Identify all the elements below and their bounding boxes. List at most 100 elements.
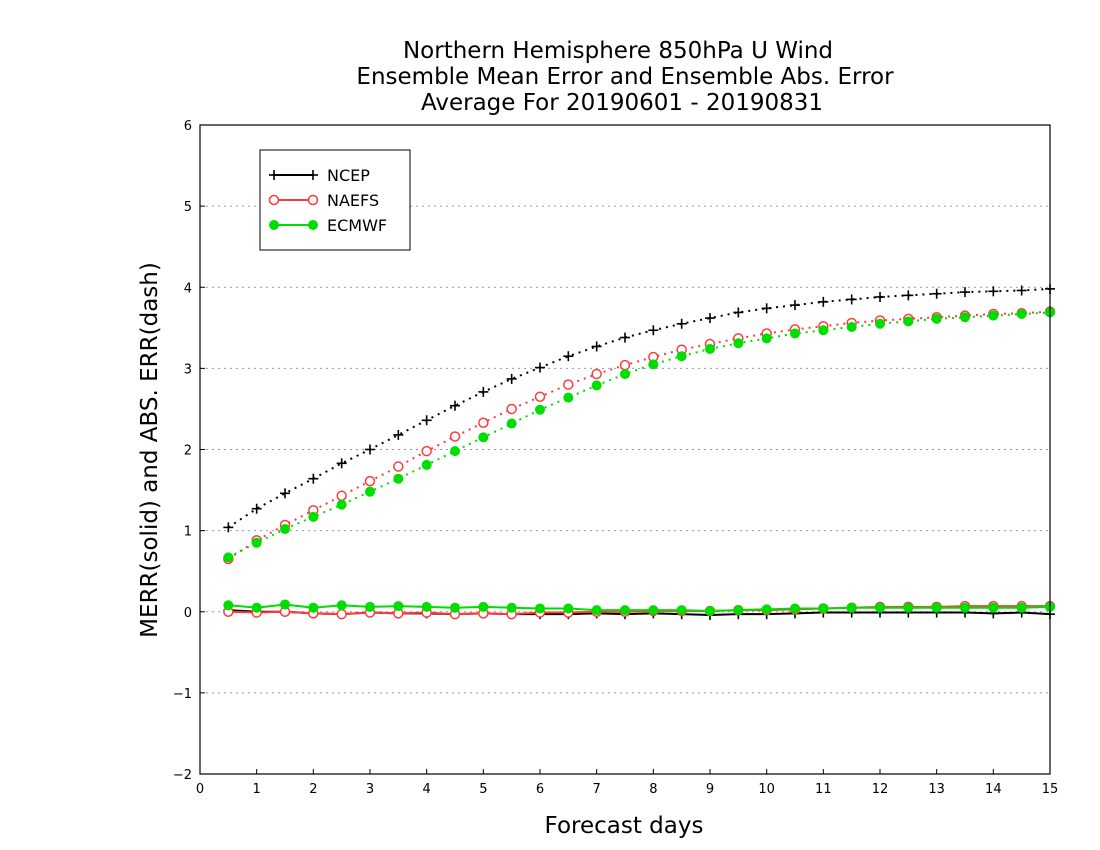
point-abs-err-ecmwf bbox=[393, 473, 404, 484]
point-abs-err-ncep bbox=[223, 522, 234, 533]
point-abs-err-ecmwf bbox=[620, 369, 630, 380]
legend-marker-end-ecmwf bbox=[308, 220, 318, 230]
point-abs-err-ecmwf bbox=[421, 459, 432, 470]
point-merr-ecmwf bbox=[535, 603, 545, 614]
legend-marker-end-ncep bbox=[308, 170, 318, 180]
x-tick-label: 9 bbox=[706, 782, 714, 797]
point-merr-ecmwf bbox=[790, 603, 800, 614]
y-axis-title: MERR(solid) and ABS. ERR(dash) bbox=[137, 262, 163, 638]
point-merr-ecmwf bbox=[506, 602, 517, 613]
point-abs-err-ecmwf bbox=[733, 338, 744, 349]
series-line-abs-err-ncep bbox=[227, 287, 1051, 529]
y-tick-label: −2 bbox=[173, 768, 192, 783]
point-merr-ecmwf bbox=[365, 601, 375, 612]
series-naefs bbox=[223, 306, 1056, 620]
y-tick-label: 3 bbox=[184, 362, 192, 377]
point-abs-err-naefs bbox=[336, 490, 347, 501]
point-abs-err-ncep bbox=[308, 473, 319, 484]
x-tick-label: 15 bbox=[1042, 782, 1059, 797]
point-abs-err-ecmwf bbox=[365, 486, 375, 497]
point-abs-err-ecmwf bbox=[308, 511, 319, 522]
y-tick-label: 0 bbox=[184, 606, 192, 621]
x-tick-label: 0 bbox=[196, 782, 204, 797]
series-layer bbox=[223, 283, 1056, 620]
series-ncep bbox=[223, 283, 1055, 620]
point-abs-err-ecmwf bbox=[535, 404, 545, 415]
legend-marker-start-naefs bbox=[268, 194, 280, 206]
point-merr-ecmwf bbox=[1016, 602, 1027, 613]
series-line-abs-err-ecmwf bbox=[227, 311, 1051, 559]
point-merr-ecmwf bbox=[733, 605, 744, 616]
series-line-abs-err-naefs bbox=[227, 310, 1051, 560]
point-abs-err-ncep bbox=[931, 288, 942, 299]
point-merr-ecmwf bbox=[676, 605, 687, 616]
legend-entry-naefs: NAEFS bbox=[268, 191, 379, 210]
point-merr-ecmwf bbox=[931, 602, 942, 613]
point-merr-ecmwf bbox=[620, 605, 630, 616]
legend-entry-ncep: NCEP bbox=[269, 166, 370, 185]
point-abs-err-ecmwf bbox=[223, 552, 234, 563]
title-line-2: Ensemble Mean Error and Ensemble Abs. Er… bbox=[356, 64, 894, 90]
point-merr-ecmwf bbox=[280, 599, 290, 610]
series-line-merr-ecmwf bbox=[228, 603, 1051, 612]
point-merr-ecmwf bbox=[393, 601, 404, 612]
point-merr-ecmwf bbox=[903, 602, 914, 613]
point-abs-err-ncep bbox=[846, 294, 857, 305]
x-tick-label: 7 bbox=[593, 782, 601, 797]
point-merr-ecmwf bbox=[478, 601, 489, 612]
point-abs-err-naefs bbox=[534, 391, 546, 403]
point-abs-err-ecmwf bbox=[336, 499, 347, 510]
y-tick-label: 4 bbox=[184, 281, 192, 296]
title-line-1: Northern Hemisphere 850hPa U Wind bbox=[403, 38, 833, 64]
point-merr-ecmwf bbox=[421, 601, 432, 612]
point-abs-err-ecmwf bbox=[931, 313, 942, 324]
point-abs-err-ncep bbox=[251, 503, 262, 514]
point-abs-err-ncep bbox=[733, 307, 744, 318]
point-abs-err-ncep bbox=[1016, 285, 1027, 296]
title-line-3: Average For 20190601 - 20190831 bbox=[421, 90, 823, 116]
point-abs-err-ecmwf bbox=[506, 418, 517, 429]
point-abs-err-ecmwf bbox=[251, 537, 262, 548]
point-abs-err-ecmwf bbox=[1016, 309, 1027, 320]
point-abs-err-ncep bbox=[818, 296, 829, 307]
point-abs-err-ecmwf bbox=[903, 316, 914, 327]
point-abs-err-ncep bbox=[478, 386, 489, 397]
point-merr-ecmwf bbox=[960, 602, 970, 613]
legend-label-naefs: NAEFS bbox=[327, 191, 379, 210]
point-merr-ecmwf bbox=[705, 605, 715, 616]
point-abs-err-ncep bbox=[705, 313, 715, 324]
point-abs-err-ncep bbox=[988, 286, 999, 297]
point-abs-err-naefs bbox=[478, 417, 489, 428]
point-abs-err-ncep bbox=[591, 341, 602, 352]
point-abs-err-ncep bbox=[393, 429, 404, 440]
y-tick-label: 1 bbox=[184, 525, 192, 540]
point-abs-err-naefs bbox=[364, 475, 376, 487]
y-tick-label: 5 bbox=[184, 200, 192, 215]
point-merr-ecmwf bbox=[846, 602, 857, 613]
point-abs-err-naefs bbox=[506, 403, 517, 415]
gridlines bbox=[200, 205, 1050, 694]
point-abs-err-ecmwf bbox=[450, 446, 460, 457]
point-merr-ecmwf bbox=[761, 604, 772, 615]
chart-title: Northern Hemisphere 850hPa U Wind Ensemb… bbox=[356, 38, 894, 116]
point-abs-err-ecmwf bbox=[280, 524, 290, 535]
point-abs-err-ecmwf bbox=[648, 359, 659, 370]
point-abs-err-ncep bbox=[620, 332, 630, 343]
point-abs-err-naefs bbox=[563, 379, 574, 390]
point-abs-err-ecmwf bbox=[790, 328, 800, 339]
point-abs-err-ncep bbox=[875, 291, 885, 302]
point-abs-err-naefs bbox=[421, 445, 432, 457]
x-tick-label: 13 bbox=[928, 782, 945, 797]
point-abs-err-ncep bbox=[563, 351, 574, 362]
x-tick-label: 6 bbox=[536, 782, 544, 797]
point-abs-err-ncep bbox=[365, 444, 375, 455]
x-axis-title: Forecast days bbox=[545, 813, 704, 839]
point-merr-ecmwf bbox=[648, 605, 659, 616]
point-abs-err-ncep bbox=[506, 373, 517, 384]
point-abs-err-ncep bbox=[648, 325, 659, 336]
x-tick-label: 4 bbox=[423, 782, 431, 797]
point-abs-err-ecmwf bbox=[478, 432, 489, 443]
point-abs-err-naefs bbox=[619, 359, 631, 371]
point-abs-err-ecmwf bbox=[988, 310, 999, 321]
point-merr-ecmwf bbox=[875, 602, 885, 613]
